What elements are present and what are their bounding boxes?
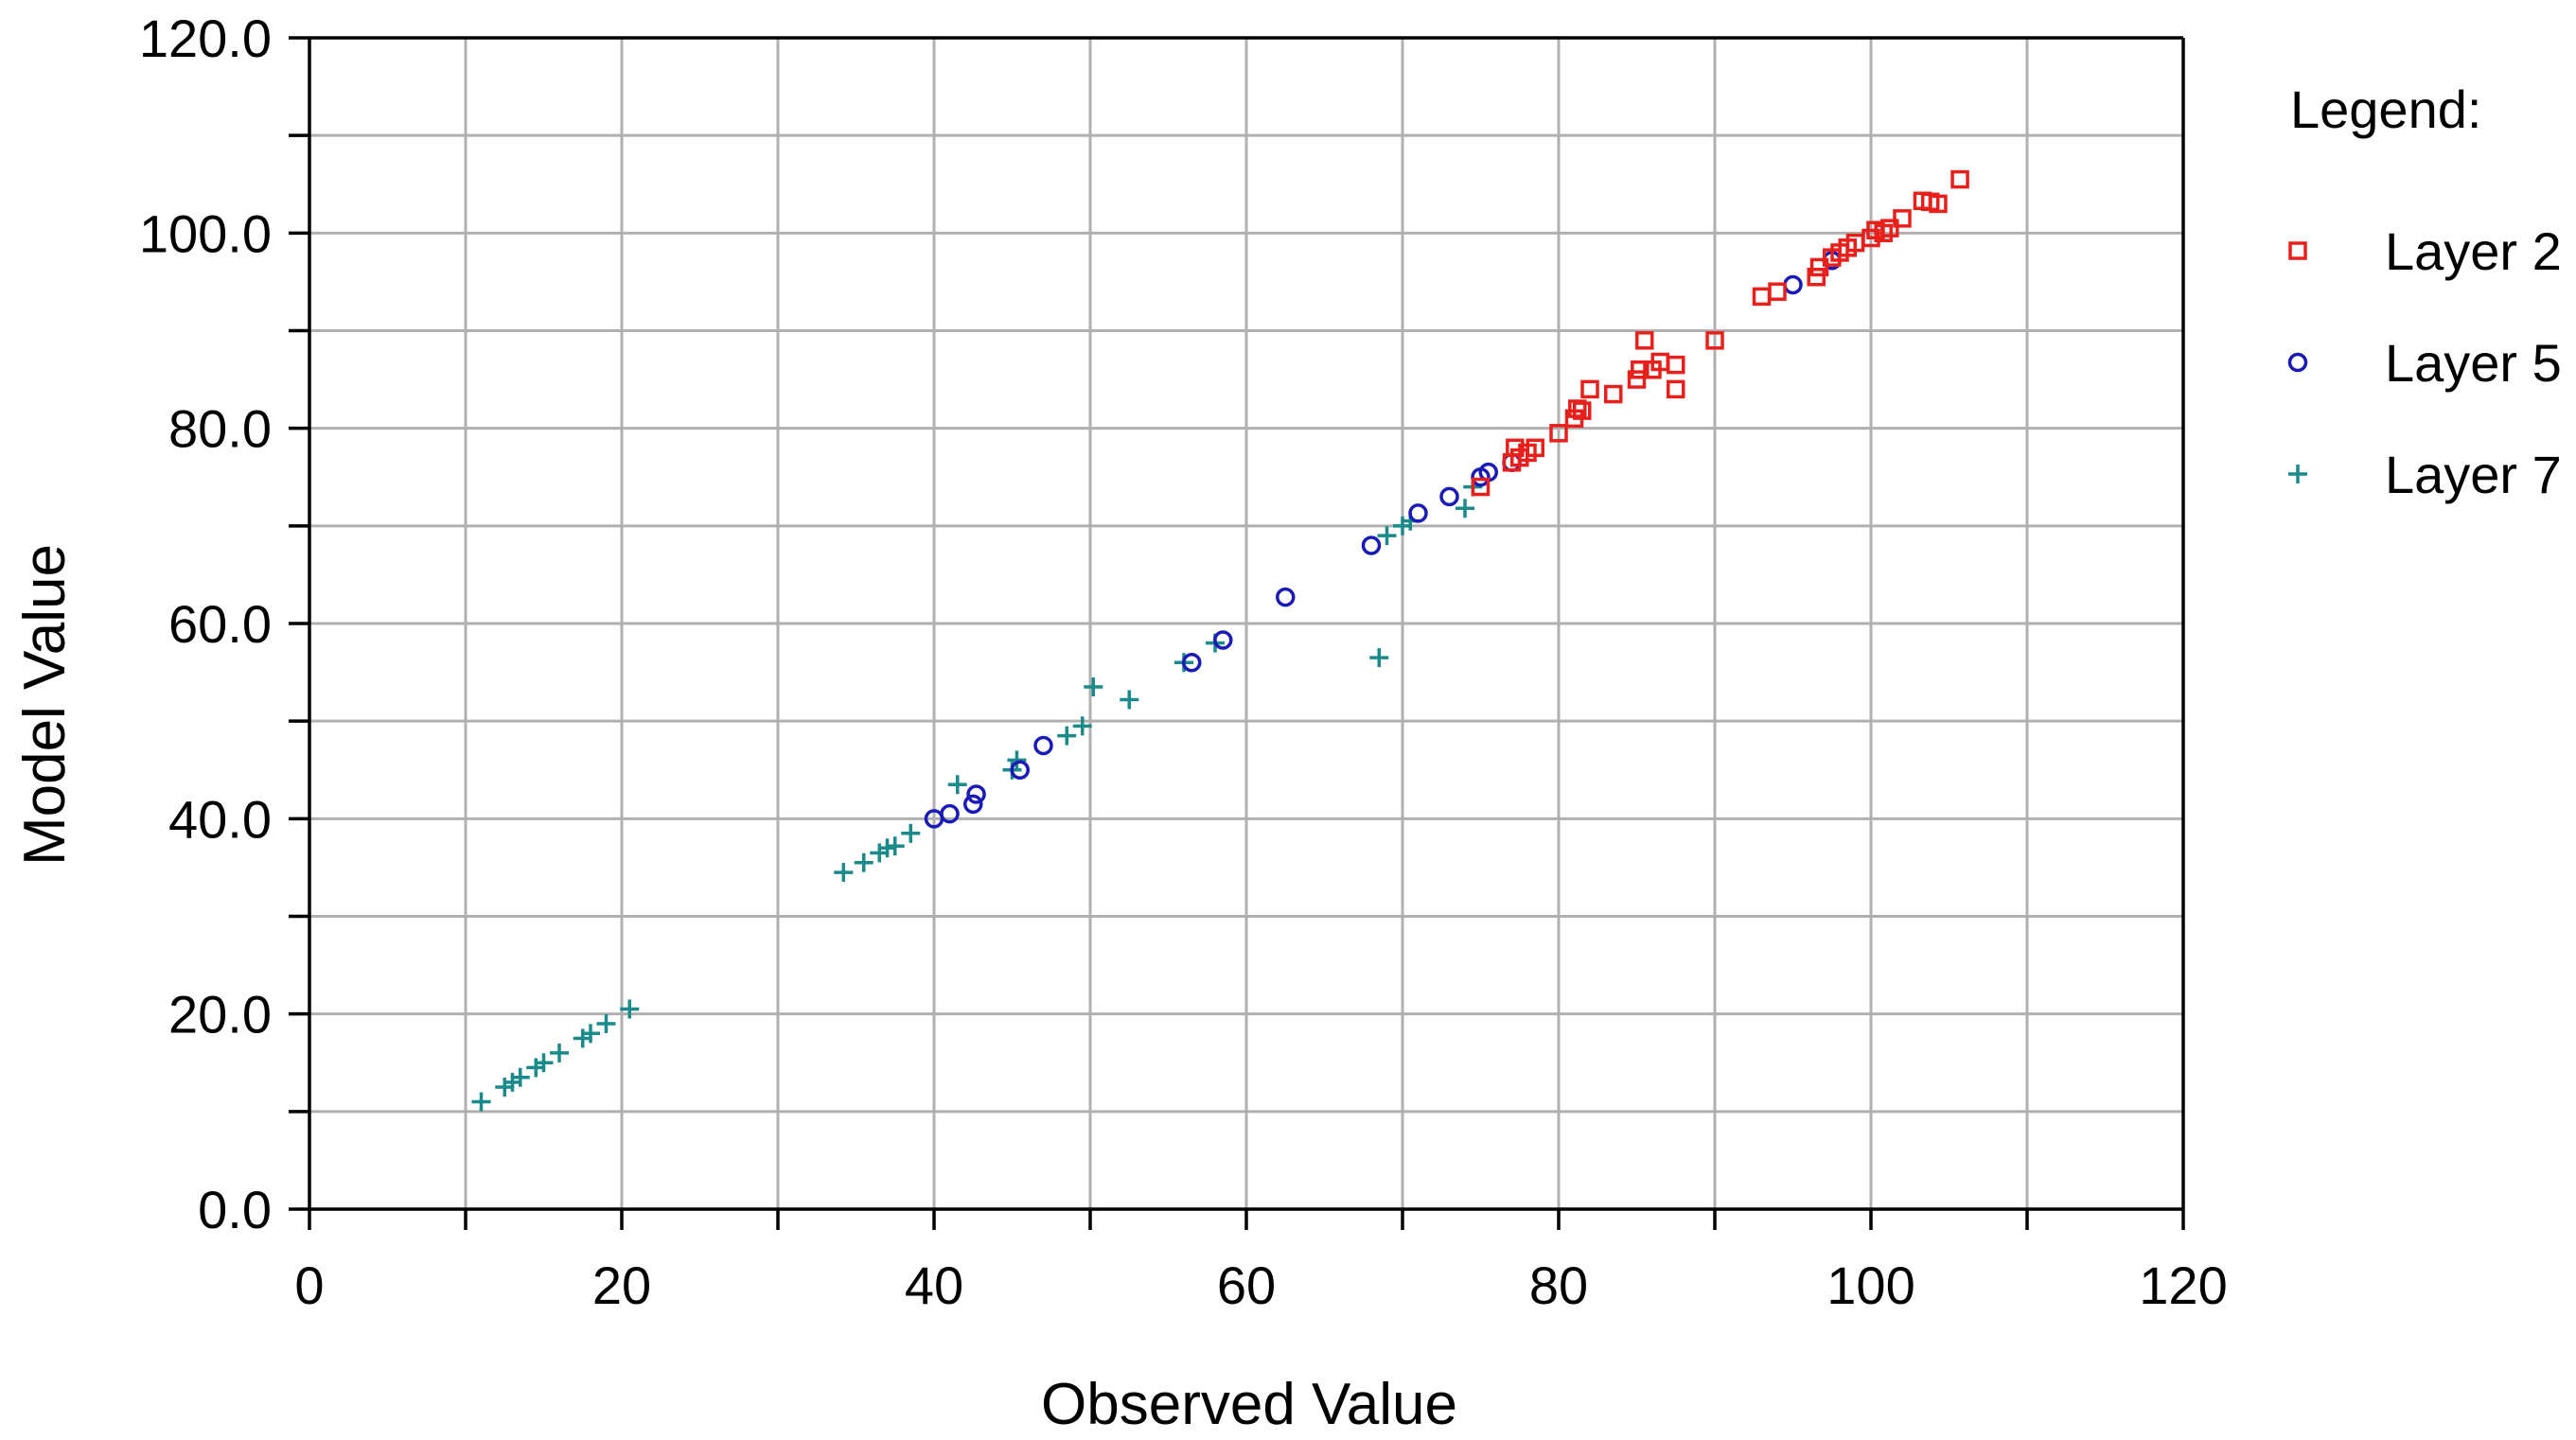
data-point [471, 1092, 491, 1112]
x-tick-label: 0 [294, 1256, 324, 1315]
data-point [1471, 477, 1491, 497]
legend-marker [2288, 241, 2307, 260]
data-point [1010, 760, 1030, 780]
data-point [1549, 424, 1568, 443]
data-point [1276, 587, 1296, 607]
data-point [1072, 716, 1092, 736]
data-point [1120, 690, 1139, 710]
data-point [1807, 268, 1826, 287]
data-point [1768, 282, 1787, 301]
legend-label: Layer 7 [2385, 445, 2562, 504]
data-point [1950, 169, 1969, 189]
data-point [854, 852, 873, 872]
legend-title: Legend: [2290, 79, 2481, 139]
data-point [510, 1067, 530, 1087]
data-point [1182, 653, 1202, 673]
data-point [1631, 360, 1650, 379]
data-point [1929, 194, 1948, 214]
data-point [1361, 536, 1382, 555]
data-point [966, 784, 986, 804]
data-point [1573, 401, 1592, 420]
data-point [1627, 370, 1647, 389]
data-point [1057, 726, 1077, 746]
data-point [1456, 499, 1474, 518]
data-point [1568, 399, 1587, 418]
legend-label: Layer 2 [2385, 221, 2562, 281]
x-tick-label: 120 [2139, 1256, 2227, 1315]
y-axis-label: Model Value [12, 544, 78, 866]
data-point [1084, 677, 1103, 697]
tick-labels: 0 20 40 60 80 100 120 0.0 20.0 40.0 60.0 80.0 100.0 1… [139, 9, 2228, 1315]
data-point [1369, 648, 1389, 668]
x-tick-label: 40 [905, 1256, 963, 1315]
y-tick-label: 20.0 [168, 985, 272, 1045]
data-point [1439, 486, 1459, 507]
data-point [1526, 438, 1544, 458]
x-axis-label: Observed Value [1041, 1372, 1457, 1437]
data-point [581, 1024, 600, 1044]
data-point [1635, 331, 1654, 350]
data-point [963, 794, 983, 815]
data-point [1809, 257, 1829, 277]
x-tick-label: 20 [592, 1256, 651, 1315]
data-point [1893, 209, 1912, 228]
y-tick-label: 80.0 [168, 399, 272, 459]
legend-marker [2288, 465, 2307, 483]
data-point [1506, 438, 1525, 458]
data-point [1604, 384, 1623, 404]
y-tick-label: 120.0 [139, 9, 272, 68]
data-point [1213, 630, 1233, 650]
data-point [1377, 526, 1397, 546]
data-point [1408, 503, 1428, 523]
y-tick-label: 100.0 [139, 203, 272, 263]
data-point [1880, 219, 1899, 237]
legend-marker [2287, 352, 2308, 373]
legend-label: Layer 5 [2385, 333, 2562, 393]
data-point [901, 823, 921, 843]
data-point [947, 775, 967, 795]
data-point [1580, 379, 1599, 399]
data-point [940, 803, 960, 824]
y-tick-label: 60.0 [168, 594, 272, 654]
data-points [471, 169, 1969, 1112]
data-point [534, 1053, 554, 1073]
data-point [834, 863, 854, 883]
y-tick-label: 40.0 [168, 789, 272, 849]
data-point [885, 836, 905, 856]
data-point [1033, 735, 1053, 756]
data-point [1705, 331, 1724, 350]
x-tick-label: 100 [1826, 1256, 1914, 1315]
data-point [550, 1043, 569, 1062]
x-tick-label: 80 [1529, 1256, 1588, 1315]
data-point [1667, 379, 1685, 399]
axes [289, 36, 2185, 1230]
x-tick-label: 60 [1217, 1256, 1276, 1315]
y-tick-label: 0.0 [198, 1180, 272, 1239]
data-point [596, 1013, 616, 1033]
data-point [1667, 355, 1685, 375]
data-point [620, 999, 640, 1019]
grid-lines [309, 38, 2183, 1209]
legend: Legend: Layer 2 Layer 5 Layer 7 [2287, 79, 2562, 504]
data-point [1007, 750, 1027, 770]
